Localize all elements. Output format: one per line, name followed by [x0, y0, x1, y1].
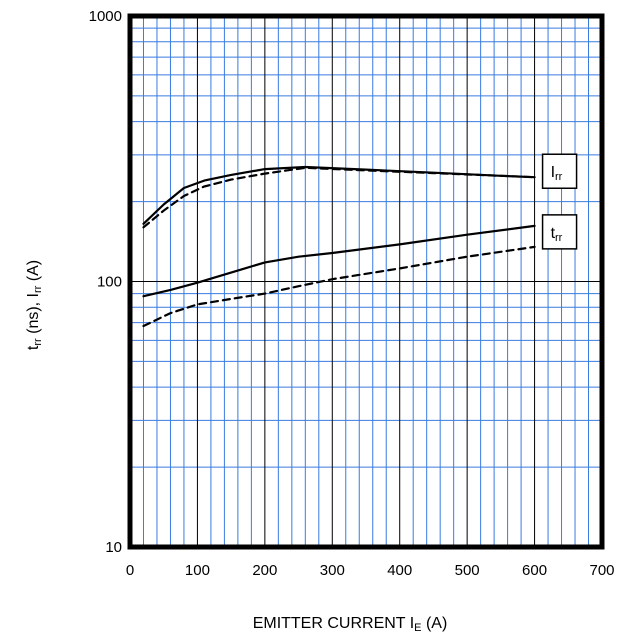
major-grid — [130, 16, 602, 547]
x-tick-label: 300 — [320, 562, 345, 579]
x-tick-label: 100 — [185, 562, 210, 579]
series-layer — [142, 165, 536, 328]
x-tick-label: 0 — [126, 562, 134, 579]
series-line-1-dashed — [142, 166, 536, 229]
annotation-label: Irr — [551, 164, 563, 183]
tick-labels: 0 100 200 300 400 500 600 700 10 100 1000 — [89, 8, 615, 579]
y-tick-label: 100 — [97, 274, 122, 291]
x-tick-label: 400 — [387, 562, 412, 579]
series-line-2-solid — [142, 224, 536, 298]
x-tick-label: 700 — [589, 562, 614, 579]
x-tick-label: 200 — [252, 562, 277, 579]
annotation-box-1: trr — [541, 214, 578, 250]
annotation-box-0: Irr — [541, 153, 578, 189]
series-line-3-dashed — [142, 245, 536, 328]
annotation-layer: Irr trr — [541, 153, 578, 250]
annotation-label: trr — [551, 225, 563, 244]
annotation-frame — [541, 214, 578, 250]
x-axis-label: EMITTER CURRENT IE (A) — [253, 615, 448, 634]
annotation-frame — [541, 153, 578, 189]
y-tick-label: 1000 — [89, 8, 122, 25]
x-tick-label: 500 — [455, 562, 480, 579]
y-axis-label: trr (ns), Irr (A) — [25, 260, 44, 350]
x-tick-label: 600 — [522, 562, 547, 579]
y-tick-label: 10 — [105, 539, 122, 556]
plot-frame — [127, 13, 605, 550]
